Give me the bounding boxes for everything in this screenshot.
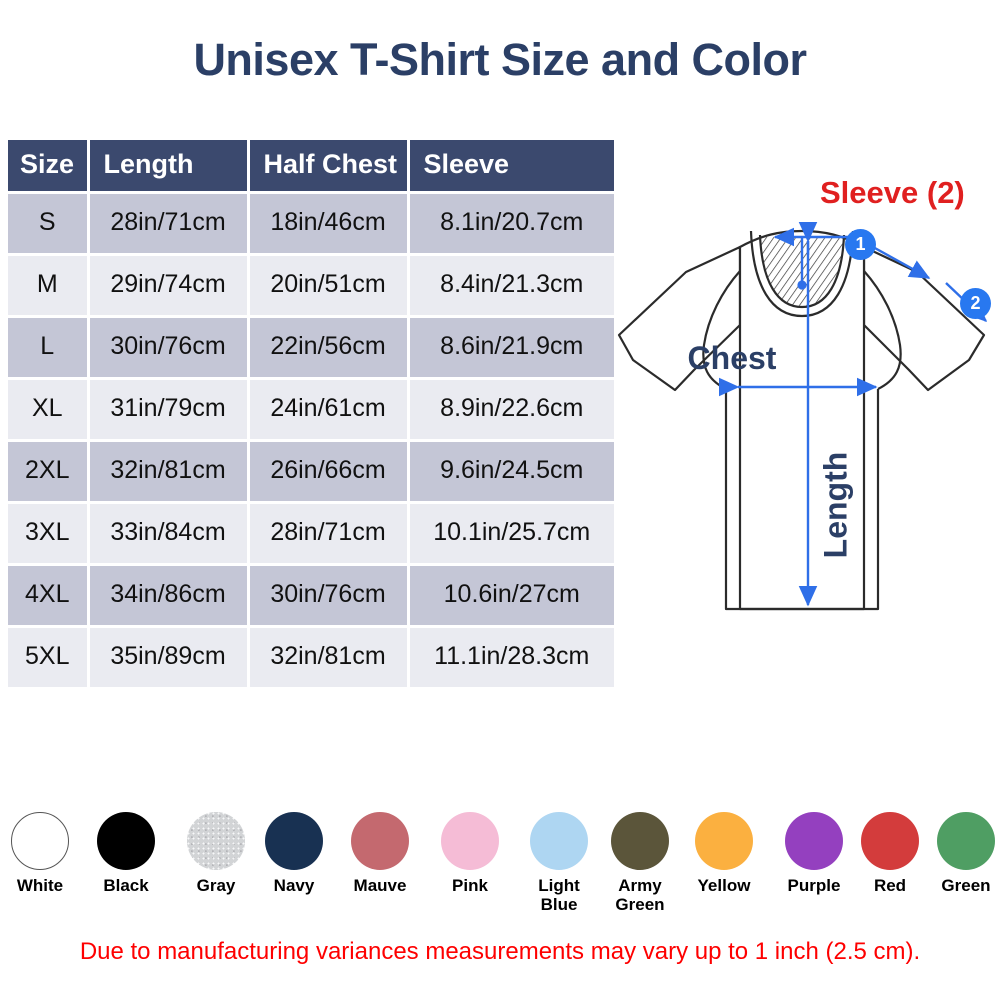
badge-1-label: 1 [855,234,866,254]
cell-half-chest: 24in/61cm [248,378,410,442]
swatch-black[interactable]: Black [88,812,164,895]
cell-length: 31in/79cm [88,378,250,442]
cell-length: 35in/89cm [88,626,250,690]
swatch-yellow[interactable]: Yellow [686,812,762,895]
swatch-gray[interactable]: Gray [178,812,254,895]
cell-length: 32in/81cm [88,440,250,504]
swatch-dot [695,812,753,870]
tshirt-measurement-diagram: Sleeve (2) [612,175,1000,720]
cell-half-chest: 22in/56cm [248,316,410,380]
swatch-green[interactable]: Green [928,812,1000,895]
chest-label: Chest [687,340,777,376]
swatch-dot [785,812,843,870]
cell-length: 33in/84cm [88,502,250,566]
swatch-mauve[interactable]: Mauve [342,812,418,895]
cell-length: 28in/71cm [88,192,250,256]
cell-half-chest: 20in/51cm [248,254,410,318]
swatch-dot [861,812,919,870]
column-header-half-chest: Half Chest [248,140,410,194]
tshirt-illustration [617,221,988,611]
swatch-dot [351,812,409,870]
table-row: 4XL 34in/86cm 30in/76cm 10.6in/27cm [8,564,614,628]
swatch-pink[interactable]: Pink [432,812,508,895]
swatch-dot [11,812,69,870]
swatch-label: Gray [196,876,236,895]
cell-size: XL [8,378,90,442]
swatch-label: Navy [273,876,315,895]
swatch-navy[interactable]: Navy [256,812,332,895]
swatch-label: Yellow [697,876,751,895]
cell-half-chest: 18in/46cm [248,192,410,256]
swatch-dot [530,812,588,870]
swatch-purple[interactable]: Purple [776,812,852,895]
cell-size: 3XL [8,502,90,566]
table-row: S 28in/71cm 18in/46cm 8.1in/20.7cm [8,192,614,256]
cell-sleeve: 8.1in/20.7cm [408,192,614,256]
table-row: 5XL 35in/89cm 32in/81cm 11.1in/28.3cm [8,626,614,690]
neck-measure-point [797,280,807,290]
cell-half-chest: 30in/76cm [248,564,410,628]
cell-sleeve: 8.4in/21.3cm [408,254,614,318]
swatch-label: Green [941,876,991,895]
column-header-size: Size [8,140,90,194]
table-header-row: Size Length Half Chest Sleeve [8,140,614,194]
swatch-dot [937,812,995,870]
cell-size: 2XL [8,440,90,504]
cell-sleeve: 10.6in/27cm [408,564,614,628]
table-row: 3XL 33in/84cm 28in/71cm 10.1in/25.7cm [8,502,614,566]
color-swatch-row: White Black Gray Navy Mauve Pink Light B… [0,812,1000,927]
swatch-white[interactable]: White [2,812,78,895]
badge-2-icon: 2 [960,288,991,319]
swatch-dot [97,812,155,870]
page-title: Unisex T-Shirt Size and Color [193,34,807,85]
cell-sleeve: 8.9in/22.6cm [408,378,614,442]
swatch-dot [187,812,245,870]
swatch-dot [441,812,499,870]
swatch-label: Pink [452,876,488,895]
swatch-red[interactable]: Red [852,812,928,895]
cell-length: 30in/76cm [88,316,250,380]
cell-size: 5XL [8,626,90,690]
cell-sleeve: 10.1in/25.7cm [408,502,614,566]
cell-size: S [8,192,90,256]
size-chart-table: Size Length Half Chest Sleeve S 28in/71c… [8,140,614,690]
swatch-light-blue[interactable]: Light Blue [521,812,597,914]
swatch-label: White [16,876,64,895]
cell-sleeve: 8.6in/21.9cm [408,316,614,380]
table-row: 2XL 32in/81cm 26in/66cm 9.6in/24.5cm [8,440,614,504]
cell-size: L [8,316,90,380]
column-header-length: Length [88,140,250,194]
cell-half-chest: 32in/81cm [248,626,410,690]
cell-sleeve: 11.1in/28.3cm [408,626,614,690]
swatch-label: Purple [787,876,841,895]
cell-length: 29in/74cm [88,254,250,318]
swatch-label: Army Green [615,876,665,914]
table-row: XL 31in/79cm 24in/61cm 8.9in/22.6cm [8,378,614,442]
cell-size: 4XL [8,564,90,628]
sleeve-callout-label: Sleeve (2) [820,175,965,210]
swatch-label: Light Blue [538,876,580,914]
cell-half-chest: 28in/71cm [248,502,410,566]
swatch-label: Black [103,876,149,895]
disclaimer-text: Due to manufacturing variances measureme… [79,938,921,965]
column-header-sleeve: Sleeve [408,140,614,194]
badge-1-icon: 1 [845,229,876,260]
cell-length: 34in/86cm [88,564,250,628]
cell-sleeve: 9.6in/24.5cm [408,440,614,504]
cell-size: M [8,254,90,318]
length-label: Length [817,451,854,559]
swatch-label: Mauve [353,876,407,895]
swatch-dot [611,812,669,870]
swatch-label: Red [873,876,907,895]
swatch-army-green[interactable]: Army Green [602,812,678,914]
table-row: M 29in/74cm 20in/51cm 8.4in/21.3cm [8,254,614,318]
cell-half-chest: 26in/66cm [248,440,410,504]
table-row: L 30in/76cm 22in/56cm 8.6in/21.9cm [8,316,614,380]
badge-2-label: 2 [970,293,981,313]
swatch-dot [265,812,323,870]
